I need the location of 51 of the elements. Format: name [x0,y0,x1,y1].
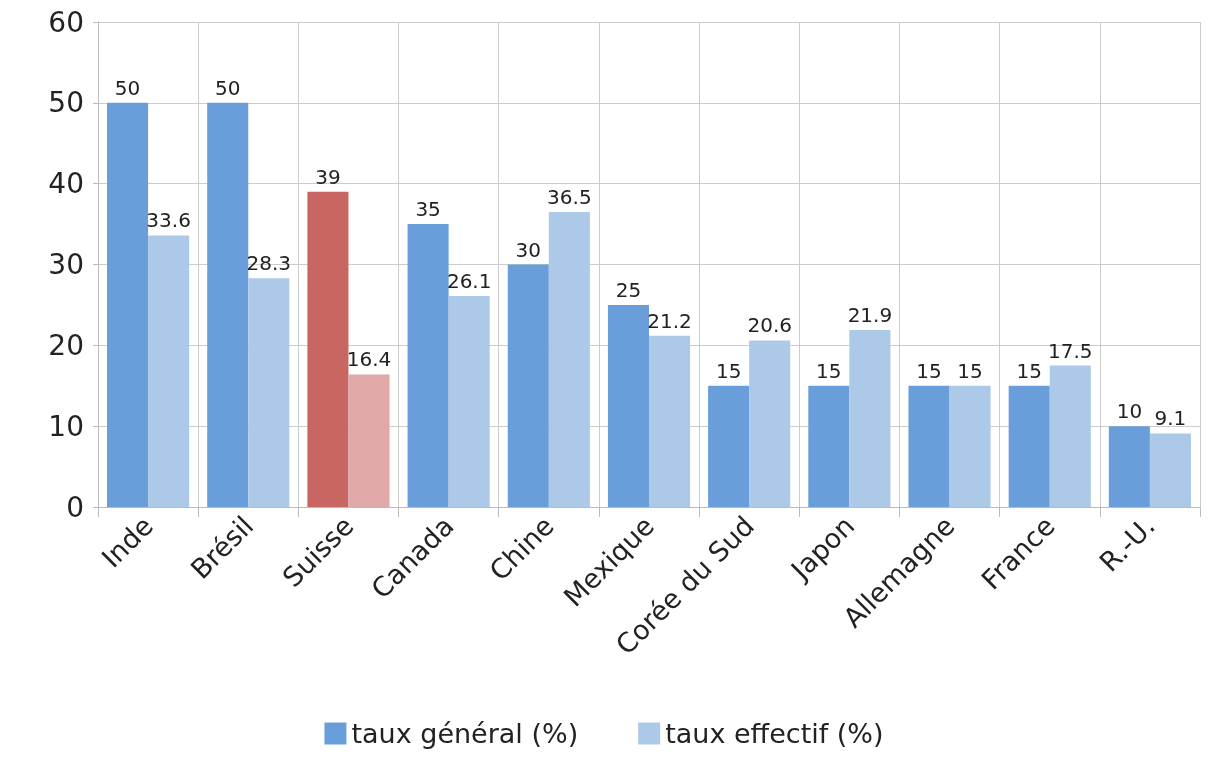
data-label: 15 [916,358,942,383]
y-tick-label: 60 [48,5,84,39]
data-label: 28.3 [246,251,292,276]
data-label: 26.1 [446,269,492,294]
data-label: 25 [615,277,642,302]
data-label: 36.5 [547,184,592,209]
data-label: 39 [315,164,341,189]
bar [407,224,449,507]
bar [1149,433,1191,507]
bar [448,296,490,507]
y-tick-label: 10 [48,409,84,443]
data-label: 15 [1016,358,1042,383]
data-label: 50 [114,75,141,100]
y-tick-label: 20 [48,328,84,362]
bar [548,211,590,507]
bar [148,235,190,507]
bar [1108,426,1150,507]
bar [1008,385,1050,507]
legend-label: taux effectif (%) [665,718,884,749]
y-tick-label: 50 [48,86,84,120]
bar [1049,365,1091,507]
data-label: 17.5 [1048,338,1093,363]
bar [708,385,750,507]
bar [808,385,850,507]
bar [908,385,950,507]
y-tick-label: 40 [48,167,84,201]
data-label: 16.4 [346,347,392,372]
y-tick-label: 30 [48,248,84,281]
data-label: 50 [215,75,241,100]
data-label: 15 [715,358,742,383]
legend-label: taux général (%) [351,718,579,749]
data-label: 9.1 [1154,406,1187,431]
bar [307,191,349,507]
bar [507,264,549,507]
bar [607,304,649,507]
data-label: 10 [1116,399,1143,424]
bar [248,278,290,507]
data-label: 21.9 [847,302,893,327]
data-label: 15 [816,358,842,383]
y-tick-label: 0 [66,490,84,524]
bar [207,102,249,507]
bar [749,340,791,507]
bar [949,385,991,507]
bar [849,329,891,507]
data-label: 15 [957,358,983,383]
bar [348,374,390,507]
data-label: 20.6 [747,313,792,338]
bar [649,335,691,507]
data-label: 30 [515,237,542,262]
data-label: 35 [415,197,441,222]
bar [107,102,149,507]
